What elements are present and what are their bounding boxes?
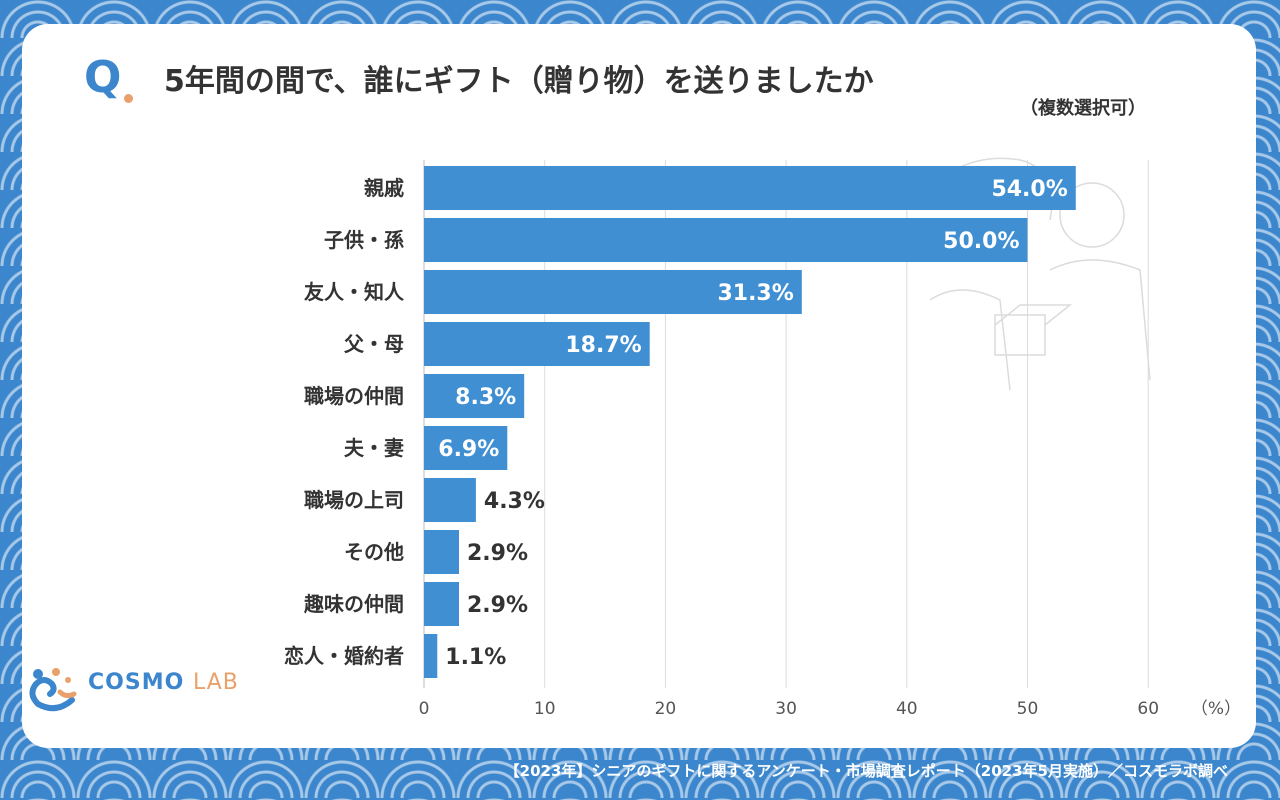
value-label: 4.3%: [484, 489, 545, 514]
chart-card: [22, 24, 1256, 748]
footer-source: 【2023年】シニアのギフトに関するアンケート・市場調査レポート（2023年5月…: [504, 762, 1228, 780]
bar: [424, 374, 525, 418]
bar: [424, 582, 460, 626]
category-label: 親戚: [364, 176, 404, 200]
category-label: 友人・知人: [304, 280, 405, 304]
value-label: 50.0%: [943, 229, 1019, 254]
category-label: 恋人・婚約者: [284, 644, 404, 668]
bar: [424, 218, 1028, 262]
chart-title: 5年間の間で、誰にギフト（贈り物）を送りましたか: [164, 64, 874, 99]
question-mark: Q: [84, 52, 122, 103]
value-label: 1.1%: [445, 645, 506, 670]
cosmo-lab-logo-icon: [29, 668, 77, 712]
x-tick-label: 50: [1017, 699, 1039, 719]
category-label: 子供・孫: [324, 228, 404, 252]
question-dot: [124, 94, 133, 103]
bar: [424, 166, 1076, 210]
category-label: 職場の上司: [304, 488, 404, 512]
value-label: 8.3%: [455, 385, 516, 410]
value-label: 18.7%: [565, 333, 641, 358]
bar: [424, 478, 476, 522]
x-tick-label: 20: [655, 699, 677, 719]
cosmo-lab-logo: COSMO LAB: [26, 662, 246, 712]
bar: [424, 634, 438, 678]
value-label: 6.9%: [438, 437, 499, 462]
multi-select-note: （複数選択可）: [1020, 98, 1146, 119]
x-tick-label: 10: [534, 699, 556, 719]
category-label: その他: [344, 540, 404, 564]
x-axis-unit: （%）: [1191, 699, 1241, 719]
value-label: 2.9%: [467, 541, 528, 566]
value-label: 54.0%: [991, 177, 1067, 202]
bar: [424, 530, 460, 574]
category-label: 趣味の仲間: [303, 592, 404, 616]
bar: [424, 322, 650, 366]
logo-sub-text: LAB: [192, 670, 239, 695]
bar: [424, 426, 508, 470]
logo-main-text: COSMO: [88, 670, 185, 695]
category-label: 職場の仲間: [304, 384, 404, 408]
category-label: 夫・妻: [344, 436, 404, 460]
x-tick-label: 30: [775, 699, 797, 719]
x-tick-label: 0: [419, 699, 430, 719]
value-label: 31.3%: [717, 281, 793, 306]
bar: [424, 270, 802, 314]
value-label: 2.9%: [467, 593, 528, 618]
category-label: 父・母: [343, 332, 404, 356]
x-tick-label: 40: [896, 699, 918, 719]
x-tick-label: 60: [1137, 699, 1159, 719]
